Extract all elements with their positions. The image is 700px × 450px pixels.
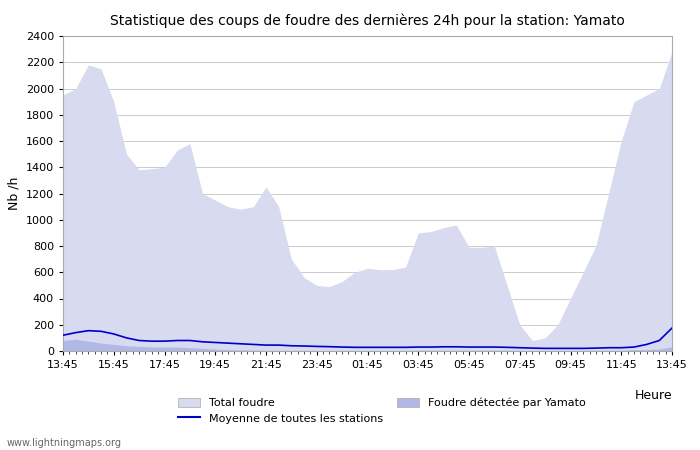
Legend: Total foudre, Moyenne de toutes les stations, Foudre détectée par Yamato: Total foudre, Moyenne de toutes les stat… <box>178 397 586 423</box>
Text: www.lightningmaps.org: www.lightningmaps.org <box>7 437 122 447</box>
Text: Heure: Heure <box>634 389 672 402</box>
Y-axis label: Nb /h: Nb /h <box>7 177 20 210</box>
Title: Statistique des coups de foudre des dernières 24h pour la station: Yamato: Statistique des coups de foudre des dern… <box>110 14 625 28</box>
